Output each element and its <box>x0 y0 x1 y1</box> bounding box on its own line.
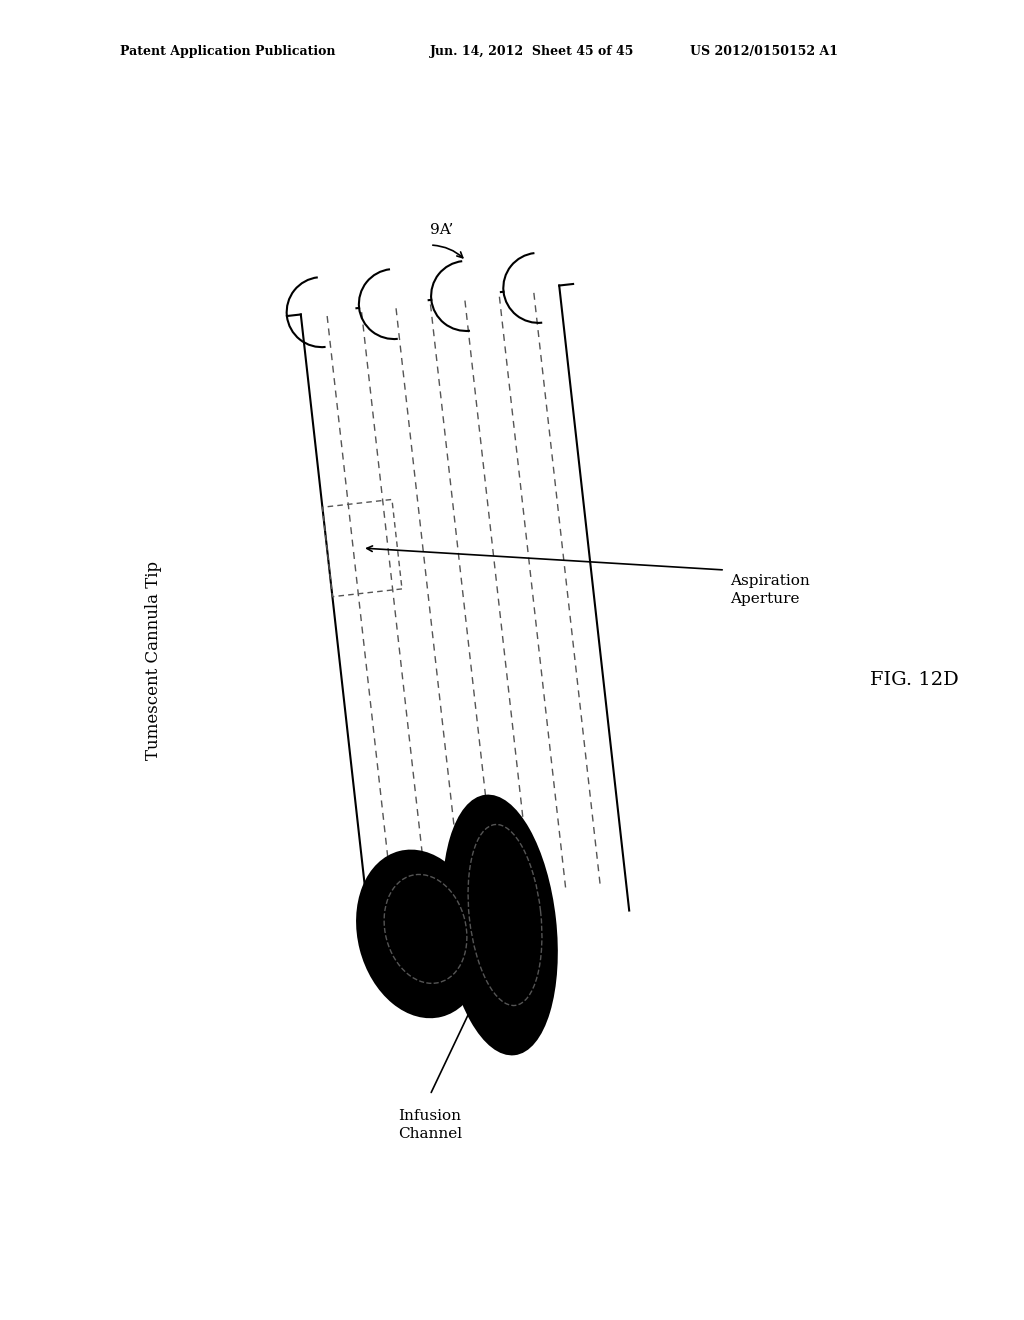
Text: Aspiration
Aperture: Aspiration Aperture <box>730 574 810 606</box>
Text: 9A’: 9A’ <box>430 223 454 238</box>
Text: FIG. 12D: FIG. 12D <box>870 671 958 689</box>
Text: Patent Application Publication: Patent Application Publication <box>120 45 336 58</box>
Text: Infusion
Channel: Infusion Channel <box>398 1109 462 1142</box>
Text: Tumescent Cannula Tip: Tumescent Cannula Tip <box>145 561 162 759</box>
Ellipse shape <box>357 850 484 1018</box>
Text: US 2012/0150152 A1: US 2012/0150152 A1 <box>690 45 838 58</box>
Text: Jun. 14, 2012  Sheet 45 of 45: Jun. 14, 2012 Sheet 45 of 45 <box>430 45 635 58</box>
Ellipse shape <box>443 796 557 1055</box>
